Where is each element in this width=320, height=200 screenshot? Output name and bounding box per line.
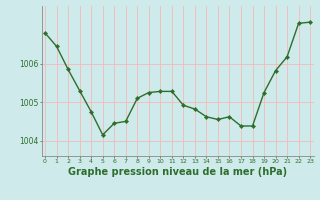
X-axis label: Graphe pression niveau de la mer (hPa): Graphe pression niveau de la mer (hPa) [68, 167, 287, 177]
